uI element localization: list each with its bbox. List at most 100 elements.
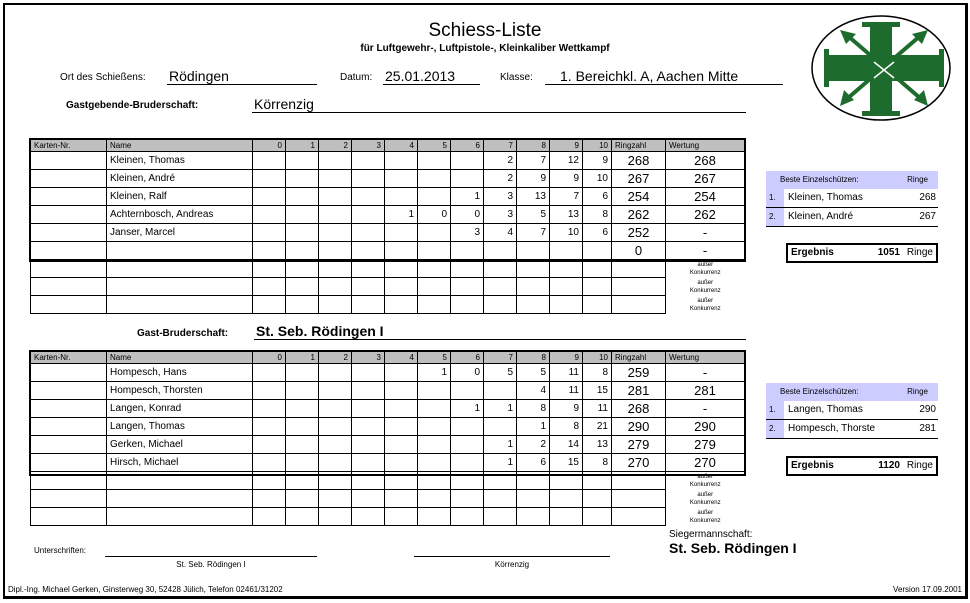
card-number-cell[interactable] (30, 417, 107, 436)
empty-cell[interactable] (318, 295, 352, 314)
empty-cell[interactable] (285, 259, 319, 278)
ring-count-cell[interactable] (285, 417, 319, 436)
ring-count-cell[interactable]: 3 (483, 205, 517, 224)
ring-count-cell[interactable] (252, 417, 286, 436)
ring-count-cell[interactable]: 9 (549, 399, 583, 418)
ring-count-cell[interactable] (351, 435, 385, 454)
ring-count-cell[interactable] (450, 417, 484, 436)
empty-cell[interactable] (252, 277, 286, 296)
name-cell[interactable]: Janser, Marcel (106, 223, 253, 242)
empty-cell[interactable] (285, 507, 319, 526)
ring-count-cell[interactable]: 1 (417, 363, 451, 382)
empty-cell[interactable] (318, 507, 352, 526)
empty-cell[interactable] (384, 259, 418, 278)
ring-count-cell[interactable] (252, 223, 286, 242)
ring-count-cell[interactable] (384, 399, 418, 418)
ring-count-cell[interactable] (450, 453, 484, 472)
ring-count-cell[interactable]: 7 (549, 187, 583, 206)
empty-cell[interactable] (516, 277, 550, 296)
card-number-cell[interactable] (30, 187, 107, 206)
ring-count-cell[interactable]: 12 (549, 151, 583, 170)
ring-count-cell[interactable] (318, 381, 352, 400)
ring-count-cell[interactable] (351, 151, 385, 170)
ring-count-cell[interactable] (417, 169, 451, 188)
ring-count-cell[interactable] (285, 435, 319, 454)
team1-name[interactable]: Körrenzig (252, 96, 746, 113)
ring-count-cell[interactable] (351, 453, 385, 472)
ring-count-cell[interactable]: 0 (417, 205, 451, 224)
ring-count-cell[interactable]: 0 (450, 205, 484, 224)
empty-cell[interactable] (417, 507, 451, 526)
ring-count-cell[interactable] (384, 363, 418, 382)
ring-count-cell[interactable] (384, 435, 418, 454)
empty-cell[interactable] (483, 259, 517, 278)
ring-count-cell[interactable] (384, 223, 418, 242)
empty-cell[interactable] (582, 295, 612, 314)
card-number-cell[interactable] (30, 399, 107, 418)
ring-count-cell[interactable] (318, 187, 352, 206)
ring-count-cell[interactable]: 8 (516, 399, 550, 418)
ring-count-cell[interactable] (351, 399, 385, 418)
ring-count-cell[interactable] (252, 169, 286, 188)
ring-count-cell[interactable]: 5 (516, 205, 550, 224)
name-cell[interactable] (106, 241, 253, 260)
ring-count-cell[interactable]: 11 (582, 399, 612, 418)
ring-count-cell[interactable] (351, 169, 385, 188)
empty-cell[interactable] (417, 295, 451, 314)
empty-cell[interactable] (252, 507, 286, 526)
empty-cell[interactable] (285, 295, 319, 314)
ring-count-cell[interactable] (318, 169, 352, 188)
ring-count-cell[interactable] (582, 241, 612, 260)
ring-count-cell[interactable] (384, 241, 418, 260)
ring-count-cell[interactable]: 9 (516, 169, 550, 188)
ring-count-cell[interactable] (285, 241, 319, 260)
ring-count-cell[interactable]: 15 (582, 381, 612, 400)
ring-count-cell[interactable] (351, 363, 385, 382)
wertung-cell[interactable]: - (665, 363, 745, 382)
datum-value[interactable]: 25.01.2013 (383, 68, 480, 85)
empty-cell[interactable] (611, 507, 666, 526)
ring-count-cell[interactable] (318, 417, 352, 436)
ring-count-cell[interactable]: 15 (549, 453, 583, 472)
ring-count-cell[interactable]: 5 (516, 363, 550, 382)
ring-count-cell[interactable] (483, 417, 517, 436)
empty-cell[interactable] (611, 295, 666, 314)
ring-count-cell[interactable] (417, 187, 451, 206)
ring-count-cell[interactable] (384, 453, 418, 472)
ring-count-cell[interactable]: 9 (582, 151, 612, 170)
empty-cell[interactable] (611, 277, 666, 296)
ring-count-cell[interactable] (252, 151, 286, 170)
ring-count-cell[interactable] (417, 453, 451, 472)
ring-count-cell[interactable] (252, 205, 286, 224)
empty-cell[interactable] (450, 507, 484, 526)
wertung-cell[interactable]: - (665, 223, 745, 242)
name-cell[interactable]: Hompesch, Thorsten (106, 381, 253, 400)
ring-count-cell[interactable] (384, 417, 418, 436)
name-cell[interactable]: Achternbosch, Andreas (106, 205, 253, 224)
empty-cell[interactable] (318, 471, 352, 490)
wertung-cell[interactable]: 290 (665, 417, 745, 436)
ring-count-cell[interactable]: 14 (549, 435, 583, 454)
ring-count-cell[interactable] (252, 435, 286, 454)
empty-cell[interactable] (106, 489, 253, 508)
ring-count-cell[interactable] (285, 453, 319, 472)
wertung-cell[interactable]: 268 (665, 151, 745, 170)
empty-cell[interactable] (252, 295, 286, 314)
ringzahl-cell[interactable]: 281 (611, 381, 666, 400)
empty-cell[interactable] (285, 277, 319, 296)
empty-cell[interactable] (450, 489, 484, 508)
empty-cell[interactable] (106, 259, 253, 278)
ring-count-cell[interactable] (285, 169, 319, 188)
empty-cell[interactable] (611, 471, 666, 490)
ring-count-cell[interactable]: 6 (582, 187, 612, 206)
ring-count-cell[interactable] (285, 187, 319, 206)
ringzahl-cell[interactable]: 259 (611, 363, 666, 382)
ring-count-cell[interactable]: 11 (549, 363, 583, 382)
empty-cell[interactable] (106, 471, 253, 490)
ring-count-cell[interactable] (450, 381, 484, 400)
ring-count-cell[interactable]: 1 (450, 399, 484, 418)
ring-count-cell[interactable] (318, 363, 352, 382)
ring-count-cell[interactable] (252, 453, 286, 472)
empty-cell[interactable] (252, 259, 286, 278)
wertung-cell[interactable]: 262 (665, 205, 745, 224)
